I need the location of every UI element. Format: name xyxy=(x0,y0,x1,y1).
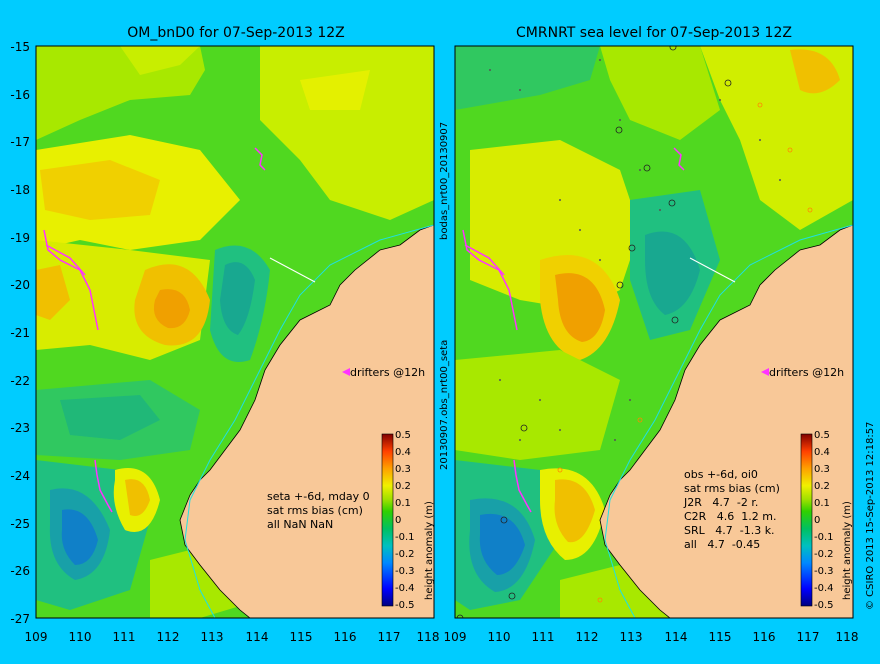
cb-l-0: 0.5 xyxy=(395,430,411,441)
xtick-l-7: 116 xyxy=(334,630,357,644)
ytick-12: -27 xyxy=(10,612,30,626)
right-land xyxy=(600,225,853,618)
cb-l-10: -0.5 xyxy=(395,600,415,611)
right-stats-line-3: C2R 4.6 1.2 m. xyxy=(684,510,777,523)
middle-label-top: bodas_nrt00_20130907 xyxy=(439,122,450,240)
xtick-r-3: 112 xyxy=(576,630,599,644)
cb-r-5: 0 xyxy=(814,515,820,526)
ytick-10: -25 xyxy=(10,517,30,531)
xtick-r-2: 111 xyxy=(532,630,555,644)
xtick-r-6: 115 xyxy=(709,630,732,644)
xtick-l-5: 114 xyxy=(246,630,269,644)
cb-l-3: 0.2 xyxy=(395,481,411,492)
xtick-l-8: 117 xyxy=(378,630,401,644)
xtick-r-5: 114 xyxy=(665,630,688,644)
cb-r-8: -0.3 xyxy=(814,566,834,577)
cb-l-8: -0.3 xyxy=(395,566,415,577)
ytick-6: -21 xyxy=(10,326,30,340)
ytick-11: -26 xyxy=(10,564,30,578)
right-map xyxy=(455,46,853,618)
right-colorbar-label: height anomaly (m) xyxy=(842,501,853,600)
cb-r-7: -0.2 xyxy=(814,549,834,560)
right-stats-line-1: sat rms bias (cm) xyxy=(684,482,780,495)
left-y-axis: -15 -16 -17 -18 -19 -20 -21 -22 -23 -24 … xyxy=(10,40,30,626)
ytick-7: -22 xyxy=(10,374,30,388)
xtick-l-9: 118 xyxy=(417,630,440,644)
xtick-r-0: 109 xyxy=(444,630,467,644)
right-stats-line-4: SRL 4.7 -1.3 k. xyxy=(684,524,775,537)
xtick-l-1: 110 xyxy=(69,630,92,644)
cb-r-2: 0.3 xyxy=(814,464,830,475)
xtick-r-1: 110 xyxy=(488,630,511,644)
ytick-1: -16 xyxy=(10,88,30,102)
ytick-3: -18 xyxy=(10,183,30,197)
xtick-r-9: 118 xyxy=(836,630,859,644)
cb-l-7: -0.2 xyxy=(395,549,415,560)
xtick-r-8: 117 xyxy=(797,630,820,644)
xtick-r-4: 113 xyxy=(620,630,643,644)
right-stats-line-2: J2R 4.7 -2 r. xyxy=(683,496,758,509)
ytick-9: -24 xyxy=(10,469,30,483)
cb-r-3: 0.2 xyxy=(814,481,830,492)
right-stats-line-0: obs +-6d, oi0 xyxy=(684,468,758,481)
left-colorbar xyxy=(381,433,394,607)
left-colorbar-label: height anomaly (m) xyxy=(424,501,435,600)
cb-l-4: 0.1 xyxy=(395,498,411,509)
cb-r-4: 0.1 xyxy=(814,498,830,509)
cb-l-5: 0 xyxy=(395,515,401,526)
left-land xyxy=(180,225,434,618)
cb-l-1: 0.4 xyxy=(395,447,411,458)
ytick-8: -23 xyxy=(10,421,30,435)
right-colorbar-ticks: 0.5 0.4 0.3 0.2 0.1 0 -0.1 -0.2 -0.3 -0.… xyxy=(814,430,834,611)
left-colorbar-ticks: 0.5 0.4 0.3 0.2 0.1 0 -0.1 -0.2 -0.3 -0.… xyxy=(395,430,415,611)
ytick-5: -20 xyxy=(10,278,30,292)
left-title: OM_bnD0 for 07-Sep-2013 12Z xyxy=(127,25,345,41)
cb-l-6: -0.1 xyxy=(395,532,415,543)
ytick-4: -19 xyxy=(10,231,30,245)
cb-l-2: 0.3 xyxy=(395,464,411,475)
xtick-r-7: 116 xyxy=(753,630,776,644)
xtick-l-4: 113 xyxy=(201,630,224,644)
left-stats-line-1: sat rms bias (cm) xyxy=(267,504,363,517)
xtick-l-0: 109 xyxy=(25,630,48,644)
left-drifters-label: drifters @12h xyxy=(350,366,425,379)
left-stats-line-2: all NaN NaN xyxy=(267,518,333,531)
middle-label: 20130907.obs_nrt00_seta xyxy=(439,340,450,470)
cb-r-10: -0.5 xyxy=(814,600,834,611)
left-x-axis: 109 110 111 112 113 114 115 116 117 118 xyxy=(25,630,440,644)
cb-r-0: 0.5 xyxy=(814,430,830,441)
cb-l-9: -0.4 xyxy=(395,583,415,594)
cb-r-6: -0.1 xyxy=(814,532,834,543)
cb-r-9: -0.4 xyxy=(814,583,834,594)
xtick-l-2: 111 xyxy=(113,630,136,644)
right-colorbar xyxy=(800,433,813,607)
xtick-l-6: 115 xyxy=(290,630,313,644)
side-credit: © CSIRO 2013 15-Sep-2013 12:18:57 xyxy=(865,422,876,610)
ytick-2: -17 xyxy=(10,135,30,149)
left-map xyxy=(36,46,434,618)
right-x-axis: 109 110 111 112 113 114 115 116 117 118 xyxy=(444,630,859,644)
xtick-l-3: 112 xyxy=(157,630,180,644)
right-drifters-label: drifters @12h xyxy=(769,366,844,379)
right-title: CMRNRT sea level for 07-Sep-2013 12Z xyxy=(516,25,792,41)
ytick-0: -15 xyxy=(10,40,30,54)
cb-r-1: 0.4 xyxy=(814,447,830,458)
right-stats-line-5: all 4.7 -0.45 xyxy=(684,538,760,551)
left-stats-line-0: seta +-6d, mday 0 xyxy=(267,490,370,503)
